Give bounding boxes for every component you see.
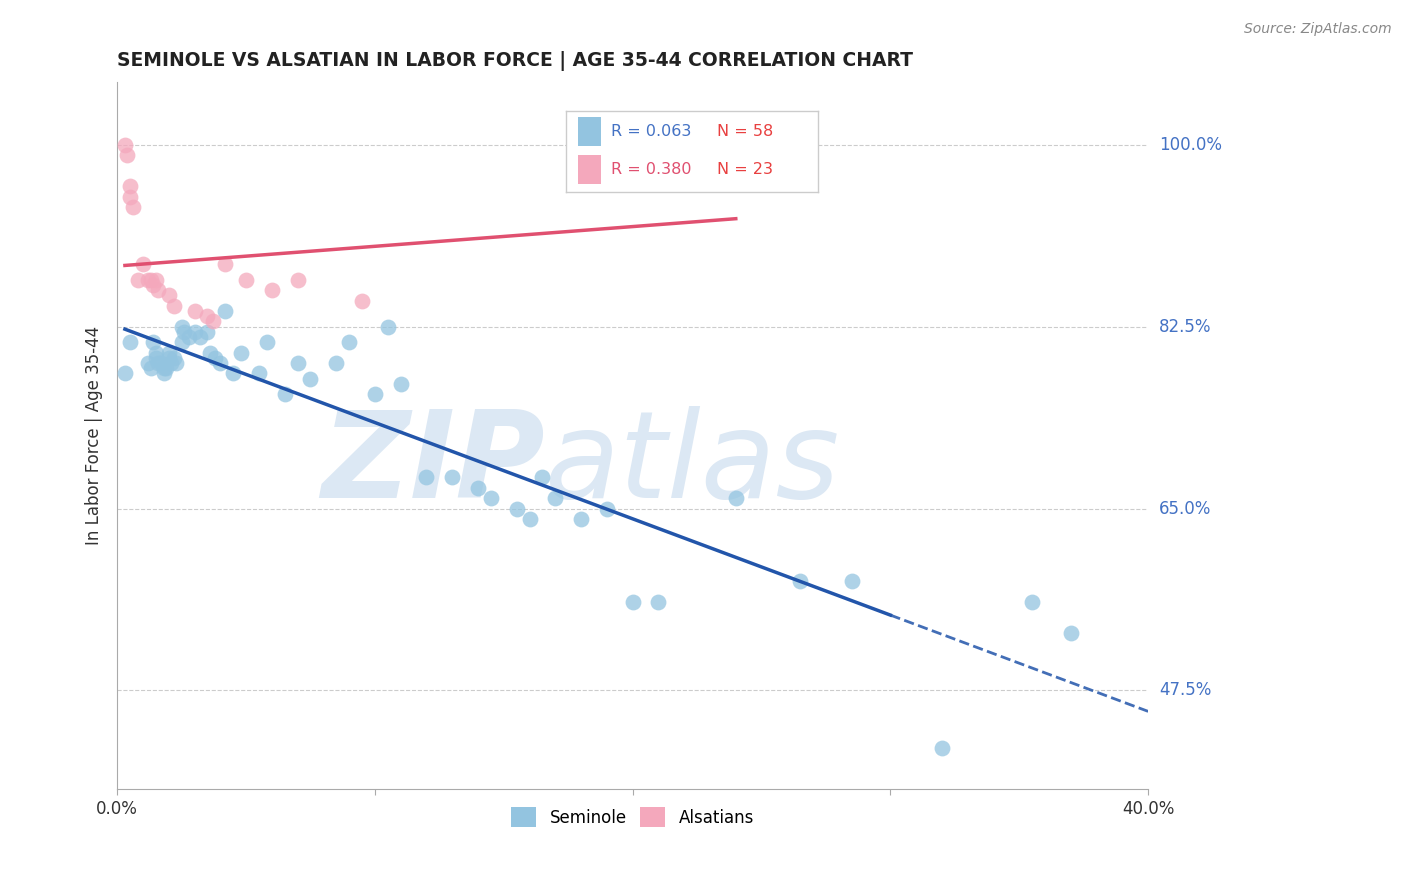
Point bbox=[214, 257, 236, 271]
Point bbox=[198, 345, 221, 359]
Point bbox=[256, 335, 278, 350]
Text: atlas: atlas bbox=[546, 406, 841, 523]
Point bbox=[531, 470, 554, 484]
Point bbox=[789, 574, 811, 589]
Text: 47.5%: 47.5% bbox=[1160, 681, 1212, 699]
Point bbox=[931, 740, 953, 755]
Point bbox=[260, 283, 283, 297]
Point bbox=[389, 376, 412, 391]
Point bbox=[1021, 595, 1043, 609]
Point bbox=[197, 325, 219, 339]
Point bbox=[117, 148, 139, 162]
Point bbox=[142, 278, 165, 293]
Point bbox=[132, 257, 155, 271]
Point bbox=[377, 319, 399, 334]
Point bbox=[136, 356, 159, 370]
Point bbox=[201, 314, 224, 328]
Point bbox=[183, 304, 205, 318]
Point bbox=[183, 325, 205, 339]
Text: 100.0%: 100.0% bbox=[1160, 136, 1222, 153]
Point bbox=[287, 273, 309, 287]
Point bbox=[145, 351, 167, 365]
Point bbox=[120, 179, 142, 194]
Point bbox=[299, 371, 322, 385]
Point bbox=[229, 345, 252, 359]
Point bbox=[467, 481, 489, 495]
Point bbox=[325, 356, 347, 370]
Text: ZIP: ZIP bbox=[322, 406, 546, 523]
Point bbox=[352, 293, 374, 308]
Point bbox=[214, 304, 236, 318]
Text: Source: ZipAtlas.com: Source: ZipAtlas.com bbox=[1244, 22, 1392, 37]
Point bbox=[505, 501, 527, 516]
Point bbox=[179, 330, 201, 344]
Point bbox=[152, 361, 174, 376]
Point bbox=[415, 470, 437, 484]
Text: 82.5%: 82.5% bbox=[1160, 318, 1212, 335]
Point bbox=[173, 325, 195, 339]
Point bbox=[121, 200, 143, 214]
Point bbox=[120, 190, 142, 204]
Point bbox=[145, 273, 167, 287]
Point bbox=[222, 367, 245, 381]
Point bbox=[724, 137, 747, 152]
Point bbox=[148, 356, 170, 370]
Point bbox=[157, 345, 180, 359]
Point bbox=[197, 310, 219, 324]
Point bbox=[337, 335, 360, 350]
Point bbox=[142, 335, 165, 350]
Point bbox=[647, 595, 669, 609]
Point bbox=[204, 351, 226, 365]
Text: 65.0%: 65.0% bbox=[1160, 500, 1212, 517]
Point bbox=[163, 351, 186, 365]
Point bbox=[544, 491, 567, 505]
Point bbox=[364, 387, 387, 401]
Point bbox=[724, 491, 747, 505]
Point bbox=[621, 595, 644, 609]
Point bbox=[569, 512, 592, 526]
Point bbox=[235, 273, 257, 287]
Point bbox=[114, 367, 136, 381]
Point bbox=[120, 335, 142, 350]
Point bbox=[274, 387, 297, 401]
Point bbox=[155, 361, 177, 376]
Point bbox=[209, 356, 232, 370]
Point bbox=[148, 283, 170, 297]
Point bbox=[139, 361, 162, 376]
Point bbox=[163, 299, 186, 313]
Point bbox=[170, 335, 193, 350]
Point bbox=[157, 288, 180, 302]
Point bbox=[145, 345, 167, 359]
Point bbox=[287, 356, 309, 370]
Point bbox=[441, 470, 464, 484]
Point bbox=[170, 319, 193, 334]
Point bbox=[157, 351, 180, 365]
Point bbox=[139, 273, 162, 287]
Point bbox=[127, 273, 149, 287]
Point bbox=[160, 356, 183, 370]
Point bbox=[519, 512, 541, 526]
Point bbox=[166, 356, 188, 370]
Point bbox=[841, 574, 863, 589]
Point bbox=[1060, 626, 1083, 640]
Text: SEMINOLE VS ALSATIAN IN LABOR FORCE | AGE 35-44 CORRELATION CHART: SEMINOLE VS ALSATIAN IN LABOR FORCE | AG… bbox=[117, 51, 912, 70]
Point bbox=[136, 273, 159, 287]
Point bbox=[247, 367, 270, 381]
Legend: Seminole, Alsatians: Seminole, Alsatians bbox=[505, 800, 761, 834]
Point bbox=[114, 137, 136, 152]
Y-axis label: In Labor Force | Age 35-44: In Labor Force | Age 35-44 bbox=[86, 326, 103, 545]
Point bbox=[150, 356, 173, 370]
Point bbox=[152, 367, 174, 381]
Point bbox=[188, 330, 211, 344]
Point bbox=[596, 501, 619, 516]
Point bbox=[479, 491, 502, 505]
